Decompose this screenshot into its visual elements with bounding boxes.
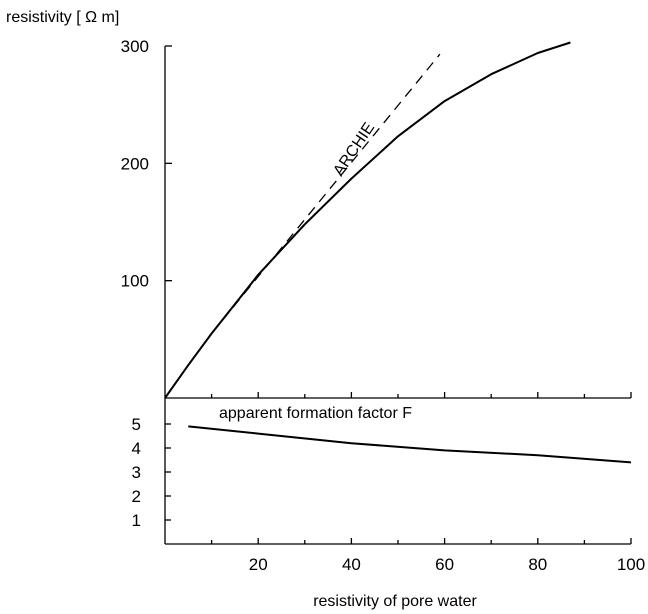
archie-dashed-line: [212, 54, 440, 333]
axes-layer: [165, 46, 631, 544]
y-tick-label: 100: [121, 272, 149, 291]
x-axis-title: resistivity of pore water: [313, 593, 477, 610]
ticks-layer: [165, 46, 631, 544]
f-tick-label: 4: [132, 439, 141, 458]
f-tick-label: 2: [132, 487, 141, 506]
x-tick-label: 80: [528, 555, 547, 574]
formation-factor-curve: [188, 426, 631, 462]
y-tick-label: 200: [121, 154, 149, 173]
x-tick-label: 20: [249, 555, 268, 574]
labels-layer: 100 200 300 1 2 3 4 5 20 40 60 80 100: [121, 37, 646, 574]
x-tick-label: 100: [617, 555, 645, 574]
x-tick-label: 60: [435, 555, 454, 574]
formation-factor-label: apparent formation factor F: [219, 405, 412, 422]
y-tick-label: 300: [121, 37, 149, 56]
resistivity-curve: [165, 43, 570, 399]
x-tick-label: 40: [342, 555, 361, 574]
f-tick-label: 1: [132, 511, 141, 530]
series-layer: [165, 43, 631, 463]
archie-label: ARCHIE: [330, 120, 378, 180]
f-tick-label: 3: [132, 463, 141, 482]
y-axis-title: resistivity [ Ω m]: [6, 9, 119, 26]
f-tick-label: 5: [132, 415, 141, 434]
